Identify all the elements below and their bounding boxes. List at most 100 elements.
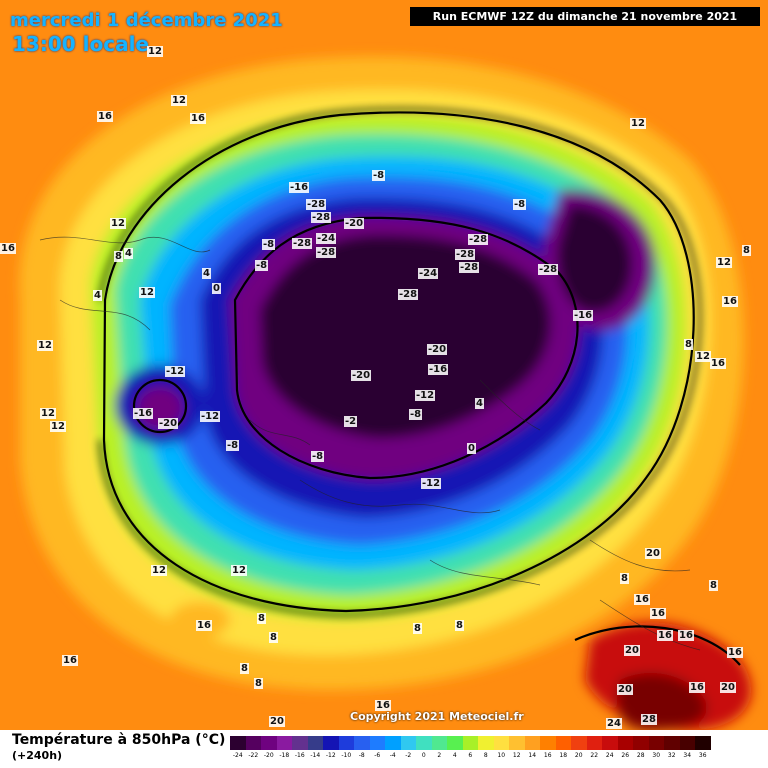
isotherm-label: 12 [147, 46, 163, 57]
legend-tick-label: 18 [559, 752, 568, 759]
legend-swatch [261, 736, 277, 750]
isotherm-label: 16 [727, 647, 743, 658]
isotherm-label: -20 [344, 218, 365, 229]
isotherm-label: 16 [97, 111, 113, 122]
isotherm-label: 16 [689, 682, 705, 693]
legend-tick-label: 34 [683, 752, 692, 759]
isotherm-label: 16 [190, 113, 206, 124]
legend-tick-label: 32 [667, 752, 676, 759]
legend-tick-label: -8 [358, 752, 365, 759]
isotherm-label: -24 [316, 233, 337, 244]
copyright-text: Copyright 2021 Meteociel.fr [350, 710, 524, 723]
isotherm-label: -28 [398, 289, 419, 300]
isotherm-label: -20 [427, 344, 448, 355]
isotherm-label: -8 [409, 409, 423, 420]
legend-swatch [493, 736, 509, 750]
isotherm-label: 16 [657, 630, 673, 641]
legend-swatch [292, 736, 308, 750]
isotherm-label: -8 [255, 260, 269, 271]
legend-swatch [245, 736, 261, 750]
legend-tick-label: 8 [483, 752, 488, 759]
isotherm-label: 8 [620, 573, 629, 584]
legend-swatch [664, 736, 680, 750]
legend-swatch [679, 736, 695, 750]
legend-swatch [586, 736, 602, 750]
legend-swatch [385, 736, 401, 750]
isotherm-label: 0 [212, 283, 221, 294]
legend-swatch [462, 736, 478, 750]
isotherm-label: 16 [196, 620, 212, 631]
isotherm-label: 12 [50, 421, 66, 432]
isotherm-label: 8 [240, 663, 249, 674]
isotherm-label: -20 [158, 418, 179, 429]
isotherm-label: 8 [413, 623, 422, 634]
legend-tick-label: 16 [543, 752, 552, 759]
isotherm-label: 20 [624, 645, 640, 656]
legend-tick-label: -18 [279, 752, 290, 759]
isotherm-label: -28 [468, 234, 489, 245]
isotherm-label: -28 [316, 247, 337, 258]
legend-swatch [633, 736, 649, 750]
legend-swatch [602, 736, 618, 750]
isotherm-label: 4 [202, 268, 211, 279]
isotherm-label: 12 [231, 565, 247, 576]
isotherm-label: -28 [538, 264, 559, 275]
isotherm-label: 16 [375, 700, 391, 711]
legend-tick-label: -16 [294, 752, 305, 759]
isotherm-label: -12 [165, 366, 186, 377]
isotherm-label: 12 [630, 118, 646, 129]
isotherm-label: 12 [139, 287, 155, 298]
isotherm-label: -8 [513, 199, 527, 210]
legend-tick-label: 36 [698, 752, 707, 759]
isotherm-label: -8 [226, 440, 240, 451]
legend-swatch [307, 736, 323, 750]
legend-tick-label: -24 [232, 752, 243, 759]
isotherm-label: 16 [62, 655, 78, 666]
legend-tick-label: 20 [574, 752, 583, 759]
isotherm-label: -8 [311, 451, 325, 462]
isotherm-label: -28 [292, 238, 313, 249]
isotherm-label: 0 [467, 443, 476, 454]
isotherm-label: 12 [695, 351, 711, 362]
isotherm-label: 20 [645, 548, 661, 559]
legend-tick-label: 6 [468, 752, 473, 759]
legend-tick-label: 2 [437, 752, 442, 759]
isotherm-label: -16 [428, 364, 449, 375]
legend-swatch [617, 736, 633, 750]
legend-tick-label: 22 [590, 752, 599, 759]
isotherm-label: 16 [634, 594, 650, 605]
temperature-field [19, 56, 752, 730]
isotherm-label: 20 [617, 684, 633, 695]
isotherm-label: -28 [455, 249, 476, 260]
legend-tick-label: 0 [421, 752, 426, 759]
isotherm-label: 8 [742, 245, 751, 256]
isotherm-label: -12 [421, 478, 442, 489]
isotherm-label: 12 [110, 218, 126, 229]
isotherm-label: 12 [716, 257, 732, 268]
isotherm-label: -28 [459, 262, 480, 273]
isotherm-label: 4 [475, 398, 484, 409]
isotherm-label: -16 [573, 310, 594, 321]
isotherm-label: -8 [262, 239, 276, 250]
legend-swatch [276, 736, 292, 750]
legend-tick-label: 26 [621, 752, 630, 759]
isotherm-label: -16 [289, 182, 310, 193]
legend-title: Température à 850hPa (°C) [12, 732, 226, 748]
legend-tick-label: -4 [389, 752, 396, 759]
isotherm-label: -8 [372, 170, 386, 181]
legend-tick-label: -2 [405, 752, 412, 759]
legend-swatch [695, 736, 711, 750]
legend-swatch [648, 736, 664, 750]
legend-tick-label: -12 [325, 752, 336, 759]
legend-tick-label: 12 [512, 752, 521, 759]
isotherm-label: -2 [344, 416, 358, 427]
legend-tick-label: 10 [497, 752, 506, 759]
isotherm-label: 24 [606, 718, 622, 729]
forecast-time: 13:00 locale [12, 32, 149, 56]
legend-tick-label: -14 [310, 752, 321, 759]
legend-swatch [555, 736, 571, 750]
legend-tick-label: 30 [652, 752, 661, 759]
legend-tick-label: -10 [341, 752, 352, 759]
legend-subtitle: (+240h) [12, 749, 63, 762]
isotherm-label: 8 [455, 620, 464, 631]
